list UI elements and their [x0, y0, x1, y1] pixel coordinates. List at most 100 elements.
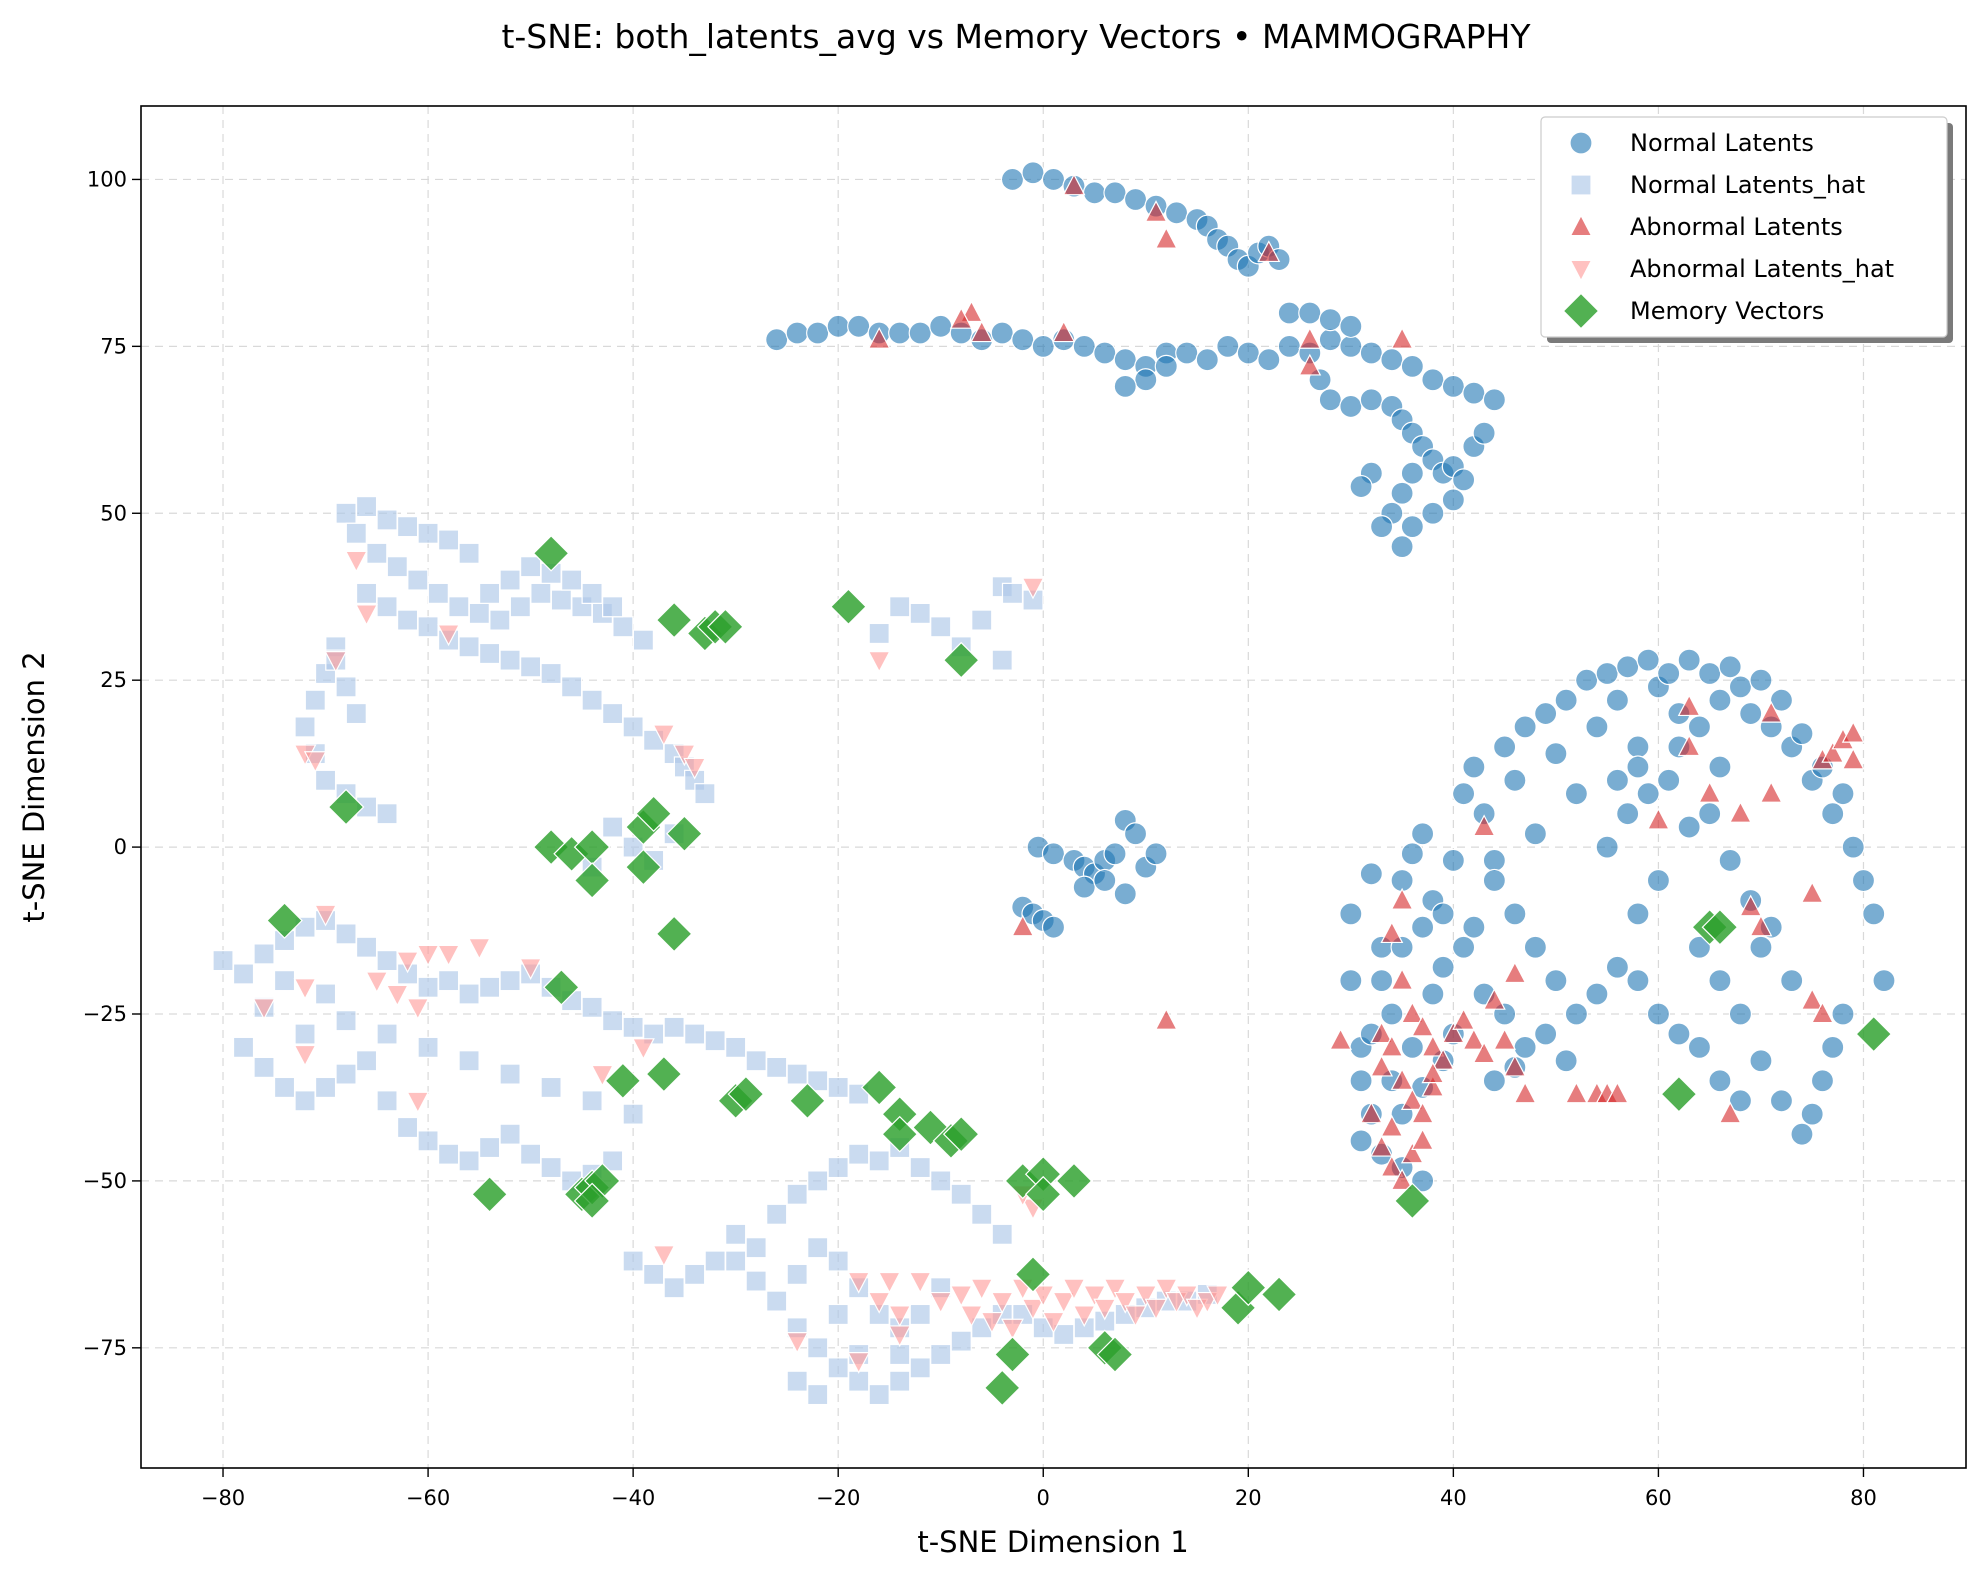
normal-latents-hat-point: [478, 642, 501, 665]
normal-latents-point: [1421, 501, 1445, 525]
abnormal-latents-point: [1390, 326, 1414, 349]
normal-latents-point: [1831, 782, 1855, 806]
normal-latents-hat-point: [684, 1023, 706, 1045]
abnormal-latents-hat-point: [652, 724, 676, 747]
normal-latents-hat-point: [909, 1357, 931, 1379]
normal-latents-hat-point: [602, 596, 624, 618]
abnormal-latents-point: [1329, 1028, 1353, 1050]
normal-latents-point: [806, 321, 830, 345]
normal-latents-point: [1113, 882, 1137, 906]
normal-latents-hat-point: [417, 976, 439, 998]
memory-vectors-point: [666, 815, 703, 853]
y-tick-label: −25: [83, 1002, 127, 1026]
abnormal-latents-hat-point: [1093, 1298, 1117, 1321]
normal-latents-point: [1380, 1002, 1404, 1026]
normal-latents-point: [1144, 842, 1168, 866]
normal-latents-hat-point: [294, 716, 316, 738]
normal-latents-point: [1513, 715, 1537, 739]
abnormal-latents-point: [1821, 740, 1845, 763]
abnormal-latents-point: [1154, 1007, 1178, 1030]
normal-latents-point: [1400, 515, 1424, 539]
abnormal-latents-hat-point: [888, 1325, 912, 1348]
normal-latents-hat-point: [909, 602, 931, 625]
normal-latents-hat-point: [766, 1203, 788, 1225]
normal-latents-point: [1595, 661, 1619, 686]
abnormal-latents-hat-point: [1072, 1305, 1096, 1328]
normal-latents-point: [1646, 1002, 1671, 1026]
normal-latents-hat-point: [622, 1016, 644, 1038]
normal-latents-point: [1851, 868, 1876, 893]
normal-latents-point: [1421, 368, 1445, 392]
abnormal-latents-point: [1482, 987, 1506, 1010]
normal-latents-hat-point: [376, 509, 398, 531]
abnormal-latents-point: [970, 320, 994, 343]
abnormal-latents-point: [1380, 1114, 1404, 1137]
abnormal-latents-point: [1052, 320, 1076, 343]
abnormal-latents-hat-point: [631, 1038, 655, 1061]
memory-vectors-point: [1660, 1075, 1698, 1113]
plot-frame: [140, 105, 1967, 1469]
normal-latents-hat-point: [499, 649, 521, 671]
memory-vectors-point: [573, 862, 611, 899]
normal-latents-point: [1298, 301, 1322, 325]
abnormal-latents-point: [1390, 1068, 1414, 1090]
normal-latents-point: [1708, 688, 1732, 712]
abnormal-latents-hat-point: [1195, 1291, 1219, 1314]
normal-latents-point: [1257, 348, 1281, 372]
normal-latents-hat-point: [212, 949, 234, 972]
normal-latents-hat-point: [458, 983, 480, 1005]
normal-latents-point: [1400, 461, 1424, 485]
normal-latents-point: [1369, 515, 1394, 539]
normal-latents-point: [1605, 768, 1630, 792]
normal-latents-point: [1318, 328, 1342, 352]
normal-latents-hat-point: [355, 495, 378, 518]
normal-latents-hat-point: [663, 1277, 685, 1299]
memory-vectors-point: [327, 788, 365, 826]
normal-latents-hat-point: [499, 970, 521, 992]
normal-latents-hat-point: [304, 689, 326, 711]
memory-vectors-point: [860, 1069, 898, 1106]
legend-marker-normal-latents: [1569, 131, 1593, 155]
abnormal-latents-hat-point: [1175, 1285, 1199, 1308]
normal-latents-hat-point: [930, 1343, 952, 1366]
abnormal-latents-hat-point: [1031, 1285, 1055, 1308]
abnormal-latents-hat-point: [293, 1044, 317, 1067]
normal-latents-hat-point: [971, 609, 993, 631]
normal-latents-point: [1195, 348, 1219, 372]
normal-latents-point: [1554, 688, 1578, 712]
normal-latents-point: [1821, 802, 1845, 826]
y-tick-label: 50: [100, 501, 127, 525]
memory-vectors-point: [994, 1336, 1031, 1373]
normal-latents-hat-point: [1001, 582, 1024, 604]
y-tick-label: 0: [114, 835, 127, 859]
normal-latents-point: [1626, 755, 1650, 779]
normal-latents-hat-point: [868, 1383, 890, 1406]
abnormal-latents-hat-point: [1021, 1298, 1045, 1321]
normal-latents-point: [1113, 348, 1137, 372]
normal-latents-hat-point: [807, 1383, 829, 1406]
abnormal-latents-hat-point: [1083, 1285, 1106, 1308]
abnormal-latents-point: [1841, 747, 1865, 770]
normal-latents-point: [765, 328, 789, 352]
abnormal-latents-point: [1452, 1007, 1476, 1030]
normal-latents-hat-point: [437, 1143, 460, 1165]
abnormal-latents-point: [1380, 1154, 1404, 1177]
normal-latents-hat-point: [366, 542, 388, 564]
normal-latents-point: [1872, 969, 1896, 993]
abnormal-latents-point: [1749, 914, 1773, 937]
memory-vectors-point: [655, 915, 693, 953]
legend-marker-abnormal-latents-hat: [1569, 259, 1593, 282]
normal-latents-point: [1134, 368, 1158, 392]
normal-latents-hat-point: [991, 1223, 1013, 1245]
normal-latents-hat-point: [581, 689, 603, 711]
normal-latents-point: [1667, 1022, 1691, 1046]
normal-latents-point: [1380, 348, 1404, 372]
normal-latents-hat-point: [950, 1183, 972, 1205]
memory-vectors-point: [655, 601, 693, 639]
normal-latents-hat-point: [694, 783, 716, 805]
normal-latents-point: [1657, 768, 1681, 792]
normal-latents-point: [1493, 735, 1517, 759]
normal-latents-hat-point: [848, 1143, 870, 1165]
abnormal-latents-hat-point: [847, 1271, 871, 1294]
